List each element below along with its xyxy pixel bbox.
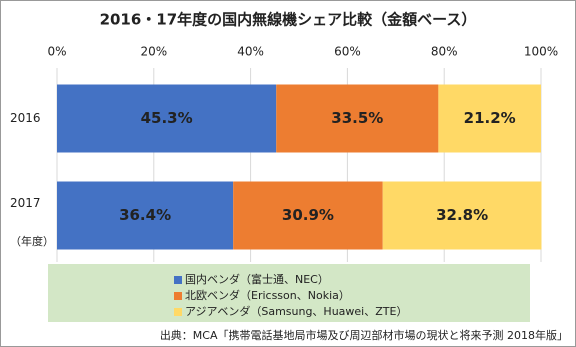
value-label: 30.9% — [282, 206, 334, 224]
bar-segment — [57, 84, 277, 153]
x-tick-label: 80% — [431, 45, 458, 59]
legend-label: 北欧ベンダ（Ericsson、Nokia） — [185, 288, 350, 302]
value-label: 33.5% — [331, 109, 383, 127]
chart-title: 2016・17年度の国内無線機シェア比較（金額ベース） — [100, 11, 477, 29]
legend-marker — [174, 276, 182, 284]
y-tick-label: 2016 — [10, 111, 41, 125]
legend-label: 国内ベンダ（富士通、NEC） — [185, 272, 329, 286]
x-tick-label: 20% — [140, 45, 167, 59]
x-tick-label: 60% — [334, 45, 361, 59]
value-label: 21.2% — [464, 109, 516, 127]
bar-segment — [276, 84, 439, 153]
y-tick-label: 2017 — [10, 196, 41, 210]
bar-segment — [233, 181, 383, 250]
x-tick-label: 40% — [237, 45, 264, 59]
x-tick-label: 0% — [47, 45, 66, 59]
bar-segment — [57, 181, 234, 250]
legend-label: アジアベンダ（Samsung、Huawei、ZTE） — [185, 304, 407, 318]
legend-box — [48, 264, 530, 322]
bar-segment — [438, 84, 541, 153]
value-label: 32.8% — [436, 206, 488, 224]
category-axis-label: （年度） — [10, 234, 54, 248]
legend-marker — [174, 292, 182, 300]
x-tick-label: 100% — [524, 45, 558, 59]
legend-marker — [174, 308, 182, 316]
value-label: 36.4% — [119, 206, 171, 224]
source-note: 出典：MCA「携帯電話基地局市場及び周辺部材市場の現状と将来予測 2018年版」 — [160, 328, 568, 342]
value-label: 45.3% — [141, 109, 193, 127]
bar-segment — [382, 181, 542, 250]
